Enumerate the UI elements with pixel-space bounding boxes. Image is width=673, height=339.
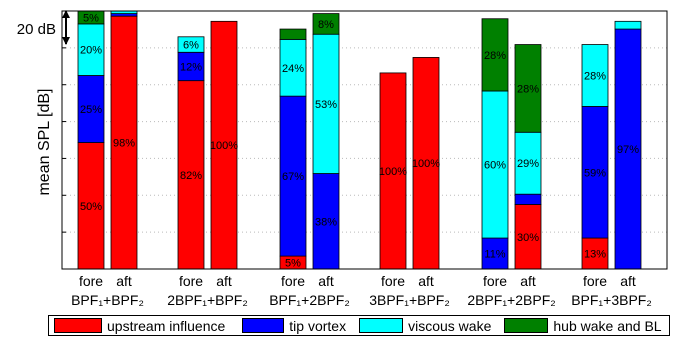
x-label-fore: fore [79, 273, 103, 289]
legend-label-hub-wake: hub wake and BL [553, 317, 662, 334]
segment-label: 28% [484, 50, 506, 62]
segment-label: 50% [80, 201, 102, 213]
segment-label: 5% [83, 12, 99, 24]
segment-label: 60% [484, 160, 506, 172]
x-label-fore: fore [281, 273, 305, 289]
segment-labels: 50% 25% 20% 5% 98% 82% 12% 6% 100% 5% 67% 24% 38% 53%… [80, 12, 639, 269]
bar-segment-tip-vortex [514, 193, 542, 205]
segment-label: 29% [517, 158, 539, 170]
bar-segment-tip-vortex [77, 75, 105, 143]
legend-label-tip-vortex: tip vortex [289, 317, 347, 334]
x-group-label: BPF₁+BPF₂ [71, 292, 144, 308]
scale-annotation-label: 20 dB [17, 21, 56, 38]
segment-label: 5% [285, 258, 301, 270]
bar-segment-tip-vortex [614, 28, 642, 270]
legend-label-viscous-wake: viscous wake [408, 317, 492, 334]
legend-item-viscous-wake: viscous wake [354, 316, 491, 335]
bar-segment-upstream-influence [77, 142, 105, 270]
bar-segment-upstream-influence [412, 57, 440, 270]
scale-annotation: 20 dB [17, 10, 70, 45]
bar-segment-hub-wake-and-BL [312, 13, 340, 35]
y-axis-label: mean SPL [dB] [36, 88, 53, 195]
segment-label: 24% [282, 63, 304, 75]
bar-segment-tip-vortex [581, 106, 609, 239]
x-label-aft: aft [116, 273, 132, 289]
segment-label: 97% [617, 144, 639, 156]
bar-segment-viscous-wake [177, 36, 205, 53]
gridlines [62, 47, 667, 233]
bar-segment-upstream-influence [177, 80, 205, 270]
x-label-fore: fore [179, 273, 203, 289]
x-group-label: 2BPF₁+BPF₂ [167, 292, 248, 308]
segment-label: 30% [517, 232, 539, 244]
segment-label: 38% [315, 216, 337, 228]
y-ticks [62, 47, 66, 233]
legend-label-upstream: upstream influence [107, 317, 226, 334]
legend-item-upstream: upstream influence [49, 316, 225, 335]
x-group-label: BPF₁+3BPF₂ [571, 292, 652, 308]
bar-segment-upstream-influence [210, 20, 238, 270]
segment-label: 28% [517, 83, 539, 95]
segment-label: 98% [113, 138, 135, 150]
x-label-fore: fore [483, 273, 507, 289]
bar-segment-upstream-influence [110, 15, 138, 270]
legend-item-hub-wake: hub wake and BL [499, 316, 662, 335]
segment-label: 25% [80, 104, 102, 116]
bar-segment-viscous-wake [514, 131, 542, 195]
segment-label: 82% [180, 170, 202, 182]
legend-swatch-upstream [54, 318, 102, 333]
segment-label: 20% [80, 45, 102, 57]
legend-swatch-tip-vortex [242, 318, 285, 333]
segment-label: 28% [584, 71, 606, 83]
x-label-aft: aft [418, 273, 434, 289]
bar-segment-upstream-influence [379, 72, 407, 270]
bars [77, 10, 642, 270]
legend-item-tip-vortex: tip vortex [237, 316, 346, 335]
bar-segment-tip-vortex [177, 51, 205, 82]
x-label-aft: aft [520, 273, 536, 289]
bar-segment-viscous-wake [312, 33, 340, 174]
x-group-label: BPF₁+2BPF₂ [269, 292, 350, 308]
segment-label: 100% [379, 166, 407, 178]
x-group-label: 3BPF₁+BPF₂ [369, 292, 450, 308]
legend: upstream influence tip vortex viscous wa… [48, 315, 670, 336]
x-label-fore: fore [381, 273, 405, 289]
segment-label: 53% [315, 99, 337, 111]
bar-segment-hub-wake-and-BL [481, 18, 509, 92]
x-group-label: 2BPF₁+2BPF₂ [467, 292, 555, 308]
segment-label: 11% [484, 249, 505, 261]
legend-swatch-hub-wake [504, 318, 549, 333]
bar-segment-hub-wake-and-BL [279, 28, 307, 40]
x-label-fore: fore [583, 273, 607, 289]
segment-label: 6% [183, 40, 199, 52]
plot-frame [61, 10, 668, 270]
x-label-aft: aft [216, 273, 232, 289]
bar-segment-viscous-wake [279, 38, 307, 97]
segment-label: 13% [584, 249, 606, 261]
bar-segment-tip-vortex [312, 173, 340, 270]
segment-label: 12% [180, 61, 202, 73]
bar-segment-tip-vortex [481, 237, 509, 270]
bar-segment-viscous-wake [614, 20, 642, 30]
bar-segment-hub-wake-and-BL [514, 44, 542, 133]
bar-segment-viscous-wake [481, 90, 509, 239]
x-label-aft: aft [620, 273, 636, 289]
segment-label: 67% [282, 171, 304, 183]
x-label-aft: aft [318, 273, 334, 289]
bar-segment-upstream-influence [581, 237, 609, 270]
segment-label: 100% [412, 158, 440, 170]
bar-segment-viscous-wake [581, 44, 609, 107]
legend-swatch-viscous-wake [359, 318, 404, 333]
segment-label: 100% [210, 140, 238, 152]
segment-label: 8% [318, 19, 334, 31]
segment-label: 59% [584, 167, 606, 179]
bar-segment-upstream-influence [514, 204, 542, 270]
